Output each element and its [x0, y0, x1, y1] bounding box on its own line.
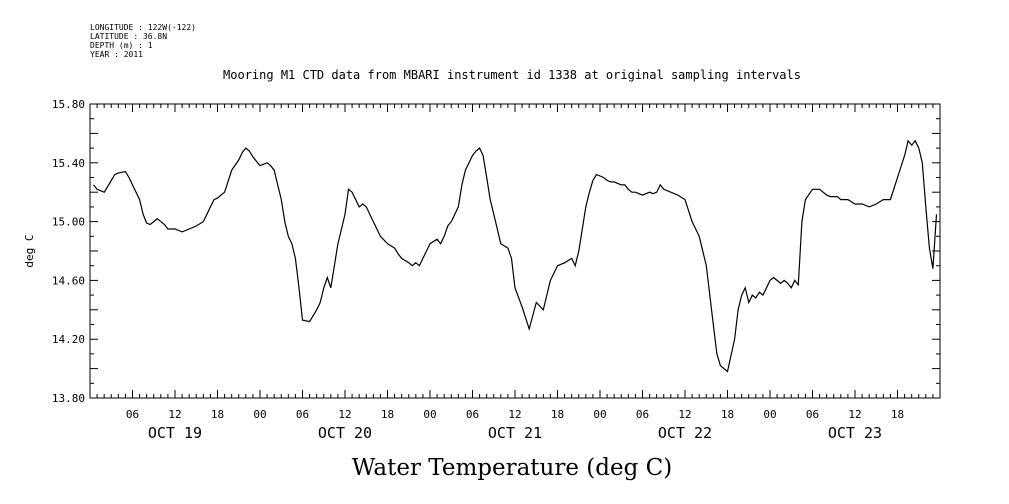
y-tick-label: 15.00 — [52, 216, 85, 229]
plot-frame — [89, 103, 941, 399]
y-tick-label: 15.40 — [52, 157, 85, 170]
year-label: YEAR : 2011 — [90, 50, 143, 59]
x-tick-label: 00 — [423, 408, 436, 421]
y-tick-labels: 13.80 14.20 14.60 15.00 15.40 15.80 — [52, 98, 85, 405]
day-labels: OCT 19 OCT 20 OCT 21 OCT 22 OCT 23 — [148, 424, 882, 442]
y-tick-label: 14.60 — [52, 274, 85, 287]
depth-label: DEPTH (m) : 1 — [90, 41, 153, 50]
x-tick-label: 12 — [508, 408, 521, 421]
y-axis-label: deg C — [23, 234, 36, 267]
x-tick-label: 06 — [126, 408, 139, 421]
x-tick-label: 12 — [848, 408, 861, 421]
x-tick-label: 12 — [338, 408, 351, 421]
day-label: OCT 19 — [148, 424, 202, 442]
axis-ticks — [89, 103, 941, 399]
x-tick-label: 12 — [678, 408, 691, 421]
y-tick-label: 13.80 — [52, 392, 85, 405]
x-tick-label: 00 — [253, 408, 266, 421]
day-label: OCT 20 — [318, 424, 372, 442]
x-axis-label: Water Temperature (deg C) — [352, 455, 672, 481]
x-tick-label: 06 — [636, 408, 649, 421]
x-tick-label: 18 — [381, 408, 394, 421]
x-tick-label: 06 — [296, 408, 309, 421]
x-tick-label: 12 — [168, 408, 181, 421]
y-tick-label: 15.80 — [52, 98, 85, 111]
x-tick-label: 06 — [466, 408, 479, 421]
day-label: OCT 21 — [488, 424, 542, 442]
x-tick-label: 18 — [551, 408, 564, 421]
x-tick-label: 00 — [593, 408, 606, 421]
longitude-label: LONGITUDE : 122W(-122) — [90, 23, 196, 32]
x-tick-label: 06 — [806, 408, 819, 421]
x-tick-label: 18 — [211, 408, 224, 421]
x-tick-label: 18 — [721, 408, 734, 421]
x-tick-label: 18 — [891, 408, 904, 421]
x-tick-labels: 06 12 18 00 06 12 18 00 06 12 18 00 06 12 18 00 06 12 18 — [126, 408, 904, 421]
day-label: OCT 22 — [658, 424, 712, 442]
y-tick-label: 14.20 — [52, 333, 85, 346]
chart-title: Mooring M1 CTD data from MBARI instrumen… — [223, 68, 801, 82]
x-tick-label: 00 — [763, 408, 776, 421]
metadata-block: LONGITUDE : 122W(-122) LATITUDE : 36.8N … — [90, 23, 196, 59]
day-label: OCT 23 — [828, 424, 882, 442]
water-temperature-line — [93, 139, 938, 373]
latitude-label: LATITUDE : 36.8N — [90, 32, 167, 41]
